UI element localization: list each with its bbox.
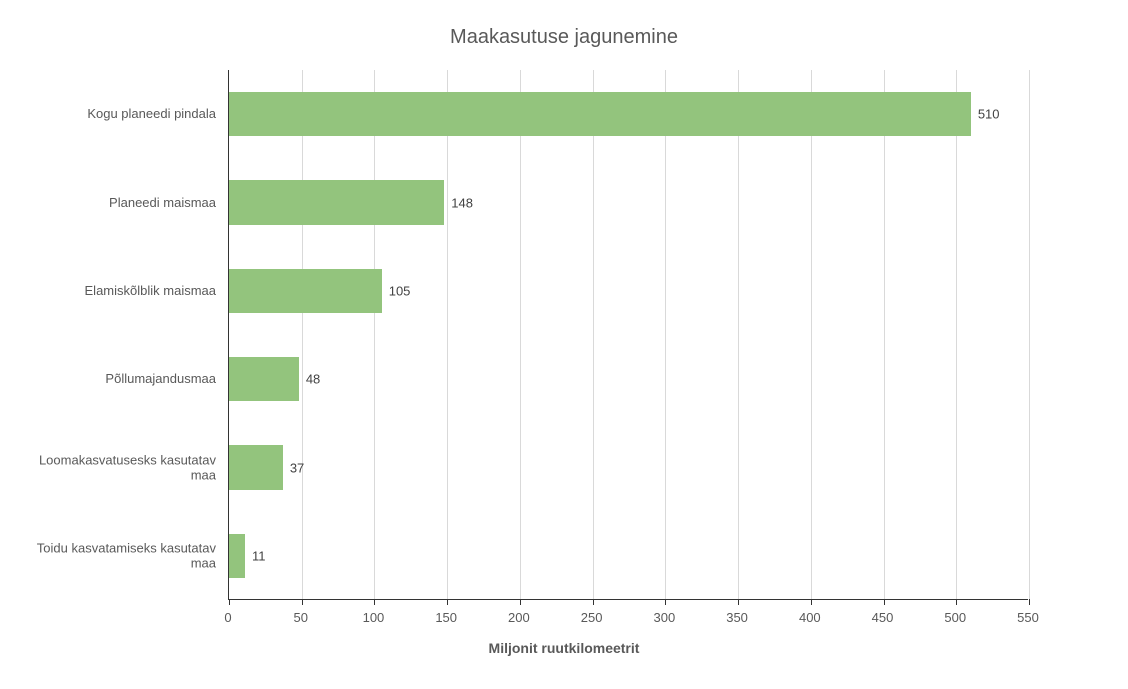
value-label: 510 [978, 107, 1000, 122]
x-tick [1029, 599, 1030, 605]
x-tick [302, 599, 303, 605]
gridline [302, 70, 303, 599]
x-tick [884, 599, 885, 605]
x-tick-label: 350 [726, 610, 748, 625]
category-label: Planeedi maismaa [16, 195, 216, 211]
gridline [956, 70, 957, 599]
bar [229, 180, 444, 224]
category-label: Kogu planeedi pindala [16, 106, 216, 122]
gridline [884, 70, 885, 599]
bar [229, 269, 382, 313]
category-label: Põllumajandusmaa [16, 371, 216, 387]
x-tick [447, 599, 448, 605]
category-label: Toidu kasvatamiseks kasutatav maa [16, 540, 216, 571]
x-tick-label: 250 [581, 610, 603, 625]
x-tick-label: 400 [799, 610, 821, 625]
gridline [593, 70, 594, 599]
gridline [374, 70, 375, 599]
x-tick [593, 599, 594, 605]
x-tick-label: 0 [224, 610, 231, 625]
x-tick [229, 599, 230, 605]
x-tick [738, 599, 739, 605]
gridline [665, 70, 666, 599]
x-tick-label: 100 [363, 610, 385, 625]
x-tick [665, 599, 666, 605]
gridline [1029, 70, 1030, 599]
value-label: 37 [290, 460, 304, 475]
gridline [811, 70, 812, 599]
x-tick-label: 200 [508, 610, 530, 625]
gridline [447, 70, 448, 599]
bar [229, 357, 299, 401]
chart-title: Maakasutuse jagunemine [0, 26, 1128, 49]
x-tick-label: 550 [1017, 610, 1039, 625]
x-tick [956, 599, 957, 605]
x-axis-title: Miljonit ruutkilomeetrit [0, 640, 1128, 656]
value-label: 48 [306, 372, 320, 387]
x-tick-label: 300 [654, 610, 676, 625]
category-label: Elamiskõlblik maismaa [16, 283, 216, 299]
x-tick-label: 500 [944, 610, 966, 625]
plot-area [228, 70, 1028, 600]
x-tick-label: 50 [293, 610, 307, 625]
x-tick [520, 599, 521, 605]
gridline [738, 70, 739, 599]
category-label: Loomakasvatusesks kasutatav maa [16, 452, 216, 483]
chart-container: Maakasutuse jagunemine Miljonit ruutkilo… [0, 0, 1128, 689]
bar [229, 92, 971, 136]
value-label: 148 [451, 195, 473, 210]
x-tick-label: 450 [872, 610, 894, 625]
bar [229, 445, 283, 489]
value-label: 105 [389, 283, 411, 298]
x-tick [374, 599, 375, 605]
gridline [520, 70, 521, 599]
value-label: 11 [252, 548, 266, 563]
x-tick [811, 599, 812, 605]
bar [229, 534, 245, 578]
x-tick-label: 150 [435, 610, 457, 625]
